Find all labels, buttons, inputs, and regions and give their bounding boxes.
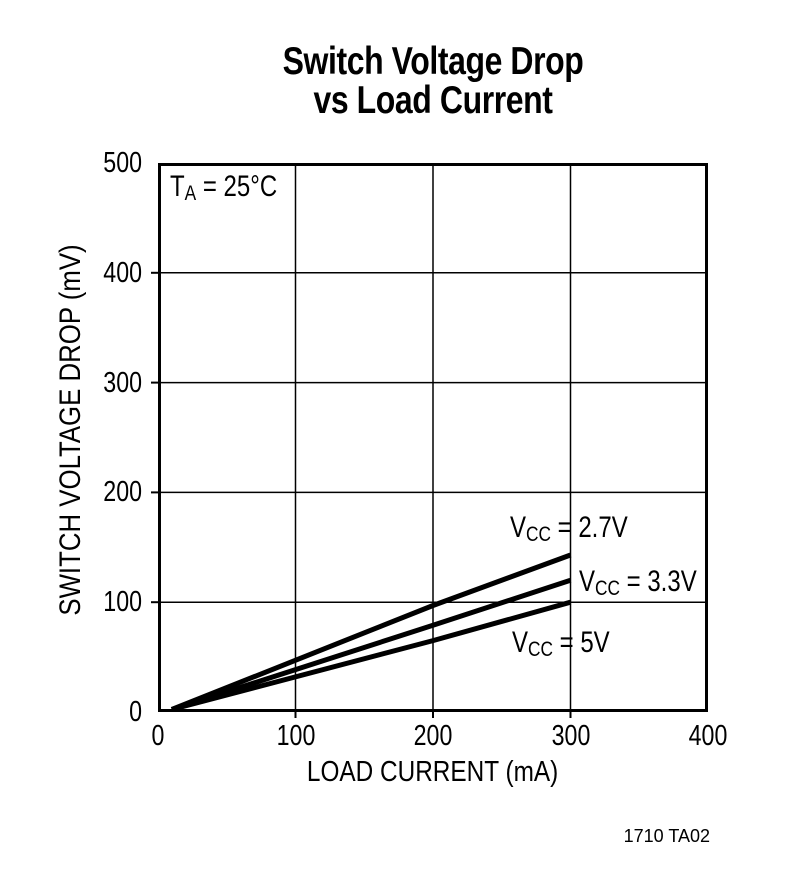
chart-title: Switch Voltage Drop vs Load Current [158,42,708,120]
series-label-vcc-5v: VCC = 5V [512,626,610,662]
series-label-prefix: V [510,511,527,544]
series-label-vcc-3v3: VCC = 3.3V [579,565,697,601]
data-line-vcc-2.7v [170,552,572,712]
y-axis-title: SWITCH VOLTAGE DROP (mV) [54,244,87,616]
series-label-vcc-2v7: VCC = 2.7V [510,511,628,547]
annotation-subscript: A [184,179,197,205]
x-tick-label-0: 0 [151,720,165,752]
y-tick-label-0: 0 [129,696,142,728]
y-tick-label-200: 200 [103,476,142,509]
annotation-rest: = 25°C [196,170,278,203]
x-tick-label-100: 100 [276,720,315,752]
series-label-subscript: CC [528,635,553,661]
x-tick-label-400: 400 [688,720,728,752]
x-tick-label-300: 300 [551,720,590,752]
figure-number: 1710 TA02 [623,826,710,846]
series-label-prefix: V [579,565,596,598]
y-tick-label-100: 100 [103,586,142,619]
series-label-rest: = 3.3V [619,565,697,598]
annotation-prefix: T [170,170,185,203]
chart-title-line1: Switch Voltage Drop [282,40,584,83]
y-tick-label-400: 400 [103,256,142,289]
series-label-subscript: CC [526,520,551,546]
x-axis-title: LOAD CURRENT (mA) [158,756,708,788]
data-line-vcc-5v [171,599,572,712]
y-tick-label-500: 500 [103,147,142,179]
series-label-rest: = 5V [552,626,610,659]
plot-frame [158,163,708,712]
y-tick-label-300: 300 [103,366,142,399]
data-line-vcc-3.3v [170,577,572,712]
series-label-rest: = 2.7V [550,511,628,544]
annotation-ta: TA = 25°C [170,170,277,206]
x-tick-label-200: 200 [413,720,453,752]
x-axis-title-text: LOAD CURRENT (mA) [307,756,559,788]
series-label-prefix: V [512,626,529,659]
chart-title-line2: vs Load Current [313,79,553,122]
plot-area [151,163,708,718]
series-label-subscript: CC [595,574,620,600]
